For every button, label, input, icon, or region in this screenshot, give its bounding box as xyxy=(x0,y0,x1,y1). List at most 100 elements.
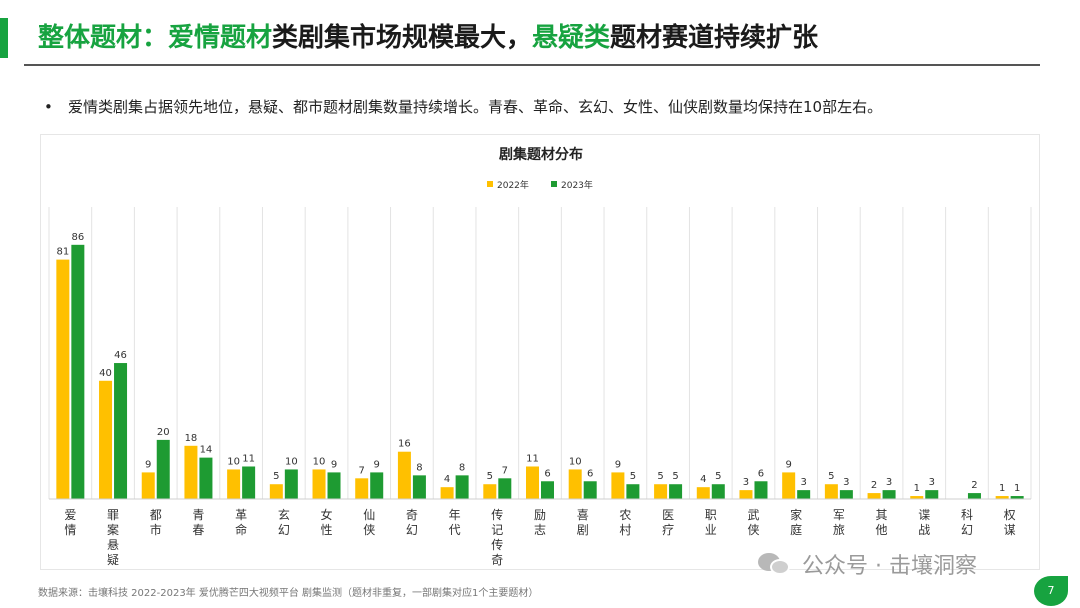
bar-2022 xyxy=(141,472,155,499)
value-label: 3 xyxy=(929,477,935,488)
value-label: 10 xyxy=(227,456,240,467)
value-label: 5 xyxy=(828,471,834,482)
value-label: 1 xyxy=(1014,483,1020,494)
bar-2023 xyxy=(711,484,725,499)
value-label: 3 xyxy=(886,477,892,488)
category-label: 喜剧 xyxy=(577,508,589,537)
bar-2022 xyxy=(312,469,326,499)
value-label: 5 xyxy=(657,471,663,482)
value-label: 11 xyxy=(526,453,539,464)
value-label: 1 xyxy=(999,483,1005,494)
legend-label-1: 2023年 xyxy=(561,179,593,191)
value-label: 5 xyxy=(487,471,493,482)
bar-2022 xyxy=(739,490,753,499)
bar-2022 xyxy=(526,466,539,499)
category-label: 仙侠 xyxy=(363,508,375,537)
bar-2023 xyxy=(71,244,85,499)
bar-2023 xyxy=(541,481,554,499)
value-label: 5 xyxy=(715,471,721,482)
value-label: 6 xyxy=(758,468,764,479)
bar-2022 xyxy=(568,469,582,499)
value-label: 10 xyxy=(569,456,582,467)
value-label: 46 xyxy=(114,350,127,361)
category-label: 励志 xyxy=(534,508,546,537)
value-label: 5 xyxy=(672,471,678,482)
chart-legend: 2022年 2023年 xyxy=(487,179,593,191)
bar-2023 xyxy=(669,484,683,499)
value-label: 81 xyxy=(56,247,69,258)
value-label: 9 xyxy=(615,459,621,470)
bar-2022 xyxy=(269,484,283,499)
bar-2023 xyxy=(242,466,256,499)
bar-2023 xyxy=(156,439,170,499)
value-label: 3 xyxy=(743,477,749,488)
bar-2023 xyxy=(583,481,597,499)
category-label: 爱情 xyxy=(64,508,76,537)
value-label: 20 xyxy=(157,427,170,438)
category-label: 其他 xyxy=(876,508,888,537)
bar-2023 xyxy=(114,363,128,499)
page-title: 整体题材：爱情题材类剧集市场规模最大，悬疑类题材赛道持续扩张 xyxy=(38,18,818,58)
bar-2022 xyxy=(99,380,113,499)
value-label: 10 xyxy=(313,456,326,467)
category-label: 罪案悬疑 xyxy=(107,508,119,567)
title-divider xyxy=(24,64,1040,66)
category-label: 奇幻 xyxy=(406,508,418,537)
legend-swatch-0 xyxy=(487,181,493,187)
category-label: 医疗 xyxy=(662,508,674,537)
value-label: 11 xyxy=(242,453,255,464)
bar-2023 xyxy=(839,490,853,499)
bar-2023 xyxy=(370,472,384,499)
bar-2023 xyxy=(626,484,640,499)
bar-2022 xyxy=(696,487,710,499)
watermark: 公众号 · 击壤洞察 xyxy=(758,548,977,580)
bar-2023 xyxy=(925,490,939,499)
value-label: 3 xyxy=(843,477,849,488)
value-label: 8 xyxy=(416,462,422,473)
category-label: 权谋 xyxy=(1004,508,1016,537)
value-label: 2 xyxy=(971,480,977,491)
category-label: 革命 xyxy=(235,508,247,537)
bar-2023 xyxy=(882,490,896,499)
title-accent-bar xyxy=(0,18,8,58)
page-number-badge: 7 xyxy=(1034,576,1068,606)
bar-2023 xyxy=(498,478,512,499)
bullet-marker: • xyxy=(44,98,53,116)
value-label: 14 xyxy=(200,445,213,456)
bar-2022 xyxy=(227,469,241,499)
summary-bullet: • 爱情类剧集占据领先地位，悬疑、都市题材剧集数量持续增长。青春、革命、玄幻、女性… xyxy=(44,96,882,117)
value-label: 9 xyxy=(331,459,337,470)
bar-2023 xyxy=(1010,496,1024,499)
legend-swatch-1 xyxy=(551,181,557,187)
category-label: 家庭 xyxy=(790,507,802,537)
bar-2023 xyxy=(327,472,341,499)
bar-2022 xyxy=(483,484,497,499)
category-labels: 爱情 罪案悬疑 都市 青春 革命 玄幻 女性 仙侠 奇幻 年代 传记传奇 励志 喜剧 农村 医疗 职业 武侠 家庭… xyxy=(64,507,1015,567)
category-label: 年代 xyxy=(449,508,461,537)
bar-2022 xyxy=(56,259,70,499)
bar-2022 xyxy=(654,484,668,499)
value-label: 10 xyxy=(285,456,298,467)
value-label: 4 xyxy=(700,474,706,485)
value-label: 86 xyxy=(71,232,84,243)
value-label: 18 xyxy=(185,433,198,444)
value-label: 9 xyxy=(145,459,151,470)
value-label: 6 xyxy=(587,468,593,479)
value-label: 5 xyxy=(630,471,636,482)
category-label: 都市 xyxy=(150,508,162,537)
data-source-note: 数据来源：击壤科技 2022-2023年 爱优腾芒四大视频平台 剧集监测（题材非… xyxy=(38,588,539,599)
bar-2022 xyxy=(611,472,625,499)
bar-2022 xyxy=(782,472,796,499)
bar-2023 xyxy=(797,490,811,499)
category-label: 传记传奇 xyxy=(491,507,503,567)
bar-2023 xyxy=(455,475,469,499)
bar-2023 xyxy=(754,481,768,499)
bar-2022 xyxy=(440,487,454,499)
category-label: 武侠 xyxy=(747,508,759,537)
category-label: 科幻 xyxy=(961,508,973,537)
value-label: 3 xyxy=(800,477,806,488)
category-label: 农村 xyxy=(619,508,631,537)
bullet-text: 爱情类剧集占据领先地位，悬疑、都市题材剧集数量持续增长。青春、革命、玄幻、女性、… xyxy=(68,98,883,116)
